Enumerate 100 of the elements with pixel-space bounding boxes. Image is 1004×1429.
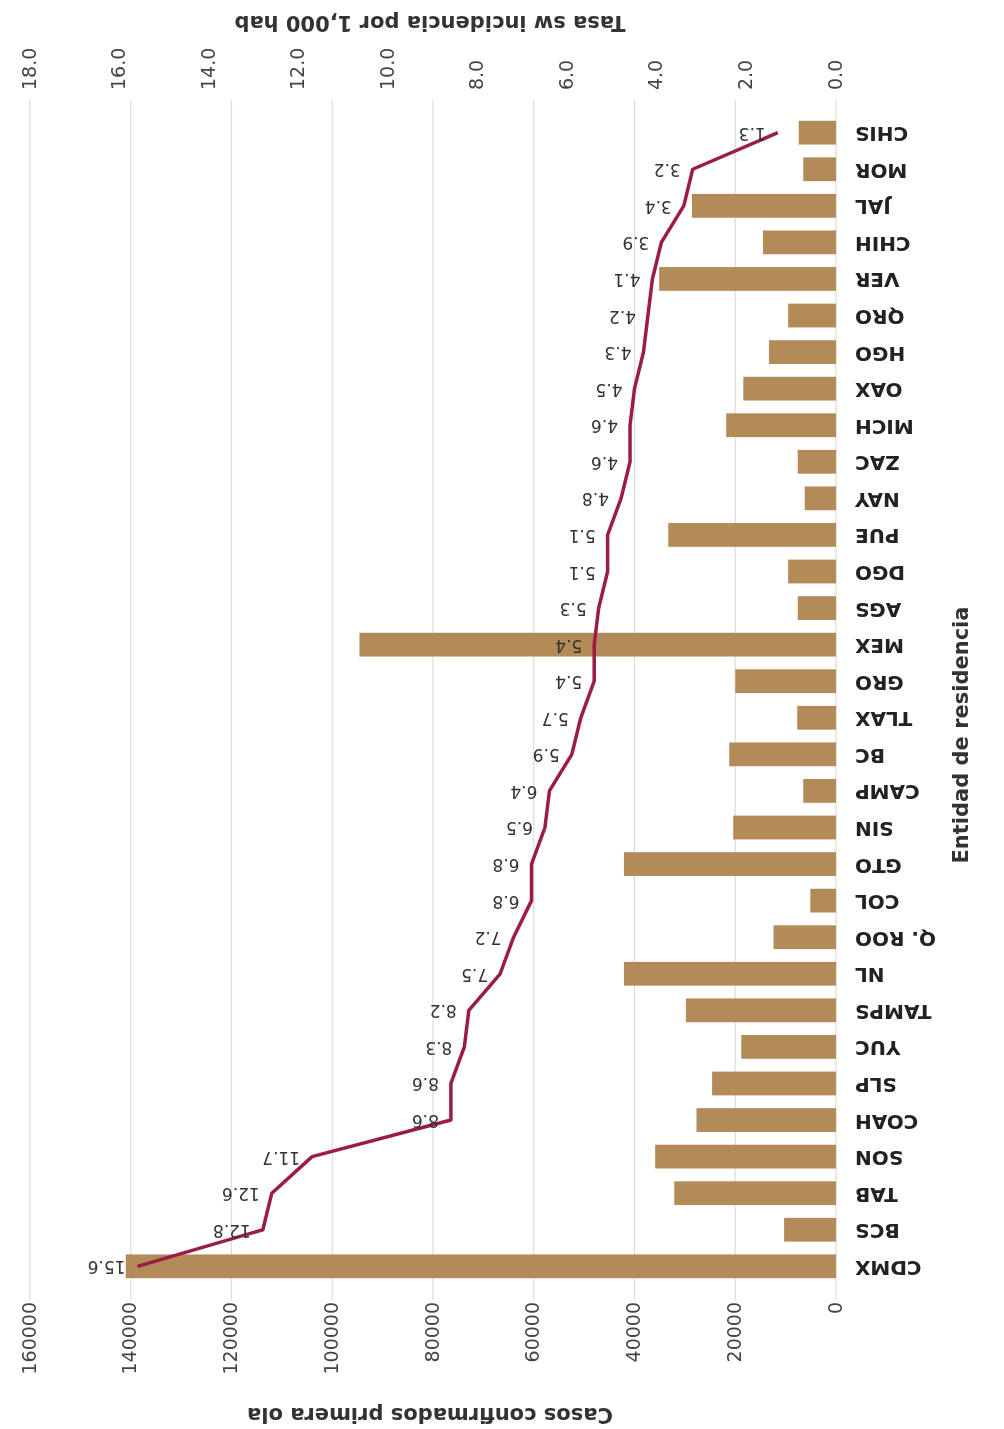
bar bbox=[804, 486, 836, 511]
data-label: 12.6 bbox=[221, 1184, 260, 1205]
bar bbox=[735, 669, 836, 694]
y-tick-label: SON bbox=[855, 1146, 904, 1171]
bar bbox=[668, 523, 836, 547]
y-tick-label: CHIH bbox=[855, 231, 911, 256]
y-tick-label: COL bbox=[854, 890, 900, 915]
data-label: 6.8 bbox=[492, 891, 520, 912]
y-tick-label: YUC bbox=[855, 1036, 902, 1061]
data-label: 3.2 bbox=[653, 160, 681, 181]
y-tick-label: SIN bbox=[855, 816, 894, 841]
data-label: 4.5 bbox=[595, 379, 623, 400]
data-label: 6.5 bbox=[505, 818, 533, 839]
bar bbox=[769, 340, 836, 364]
x2-tick-label: 18.0 bbox=[17, 47, 40, 90]
x-tick-label: 20000 bbox=[722, 1302, 745, 1363]
y-tick-label: PUE bbox=[855, 524, 900, 549]
x2-tick-label: 16.0 bbox=[107, 47, 130, 90]
y-tick-label: AGS bbox=[855, 597, 902, 622]
x2-tick-label: 2.0 bbox=[733, 59, 756, 90]
data-label: 7.2 bbox=[474, 928, 502, 949]
data-label: 5.9 bbox=[532, 745, 560, 766]
y-tick-label: TAMPS bbox=[855, 999, 932, 1024]
x2-axis-title: Tasa sw incidencia por 1,000 hab bbox=[234, 11, 626, 35]
bar bbox=[685, 998, 836, 1023]
y-tick-label: MEX bbox=[854, 634, 904, 659]
data-label: 3.4 bbox=[644, 196, 672, 217]
data-label: 5.4 bbox=[555, 672, 583, 693]
bar bbox=[691, 193, 836, 218]
bar bbox=[125, 1254, 836, 1279]
y-tick-label: TAB bbox=[855, 1182, 898, 1207]
bar bbox=[788, 559, 836, 584]
x2-tick-label: 0.0 bbox=[823, 59, 846, 90]
data-label: 6.4 bbox=[510, 781, 538, 802]
data-label: 5.3 bbox=[559, 599, 587, 620]
data-label: 7.5 bbox=[461, 964, 489, 985]
x-tick-label: 100000 bbox=[319, 1302, 342, 1375]
data-label: 5.1 bbox=[568, 562, 596, 583]
y-axis-title: Entidad de residencia bbox=[949, 606, 973, 864]
y-tick-label: NL bbox=[854, 963, 885, 988]
data-label: 5.4 bbox=[555, 635, 583, 656]
y-tick-label: CAMP bbox=[855, 780, 920, 805]
data-label: 12.8 bbox=[212, 1220, 251, 1241]
data-label: 5.1 bbox=[568, 525, 596, 546]
y-tick-label: DGO bbox=[855, 561, 906, 586]
data-label: 4.6 bbox=[590, 416, 619, 437]
bar bbox=[810, 888, 836, 913]
bar bbox=[712, 1071, 836, 1096]
data-label: 4.2 bbox=[608, 306, 636, 327]
bar bbox=[762, 230, 836, 255]
y-tick-label: TLAX bbox=[854, 707, 913, 732]
bar bbox=[623, 852, 836, 876]
y-tick-label: MICH bbox=[855, 414, 914, 439]
x-tick-label: 40000 bbox=[622, 1302, 644, 1363]
y-tick-label: NAY bbox=[854, 487, 900, 512]
bar bbox=[743, 376, 836, 401]
bar bbox=[359, 632, 836, 657]
x2-tick-label: 12.0 bbox=[286, 47, 309, 90]
y-tick-label: CHIS bbox=[855, 122, 909, 147]
x2-tick-label: 10.0 bbox=[375, 47, 398, 90]
bar bbox=[733, 815, 836, 840]
y-tick-label: MOR bbox=[855, 158, 908, 183]
bar bbox=[741, 1035, 836, 1059]
data-label: 3.9 bbox=[622, 233, 650, 254]
bar bbox=[729, 742, 836, 767]
bar bbox=[655, 1144, 836, 1169]
x-axis-title: Casos confirmados primera ola bbox=[247, 1403, 613, 1427]
x-tick-label: 80000 bbox=[420, 1302, 443, 1363]
bar bbox=[674, 1181, 836, 1206]
y-tick-label: BC bbox=[855, 743, 885, 768]
data-label: 5.7 bbox=[541, 708, 569, 729]
data-label: 6.8 bbox=[492, 855, 520, 876]
x2-tick-label: 6.0 bbox=[554, 59, 577, 90]
bar bbox=[797, 449, 836, 474]
data-label: 4.8 bbox=[582, 489, 610, 510]
y-tick-label: QRO bbox=[855, 305, 905, 330]
bar bbox=[784, 1217, 836, 1242]
y-tick-label: OAX bbox=[854, 378, 903, 403]
y-tick-label: ZAC bbox=[855, 451, 900, 476]
data-label: 4.6 bbox=[590, 452, 619, 473]
bar bbox=[696, 1108, 836, 1132]
data-label: 15.6 bbox=[87, 1257, 126, 1278]
y-tick-label: CDMX bbox=[854, 1255, 922, 1280]
bar bbox=[773, 925, 836, 950]
x-tick-label: 160000 bbox=[17, 1302, 40, 1375]
y-tick-label: GTO bbox=[855, 853, 902, 878]
x-tick-label: 0 bbox=[823, 1302, 846, 1315]
bar bbox=[726, 413, 836, 438]
bar bbox=[803, 779, 836, 803]
x-tick-label: 60000 bbox=[521, 1302, 544, 1363]
y-tick-label: Q. ROO bbox=[855, 926, 936, 951]
x2-tick-label: 8.0 bbox=[465, 59, 488, 90]
data-label: 4.1 bbox=[613, 269, 641, 290]
x2-tick-label: 14.0 bbox=[196, 47, 219, 90]
bar bbox=[803, 157, 836, 182]
x-tick-label: 120000 bbox=[219, 1302, 241, 1375]
data-label: 8.2 bbox=[429, 1001, 457, 1022]
bar bbox=[797, 596, 836, 620]
x-tick-label: 140000 bbox=[118, 1302, 141, 1375]
y-tick-label: GRO bbox=[855, 670, 904, 695]
